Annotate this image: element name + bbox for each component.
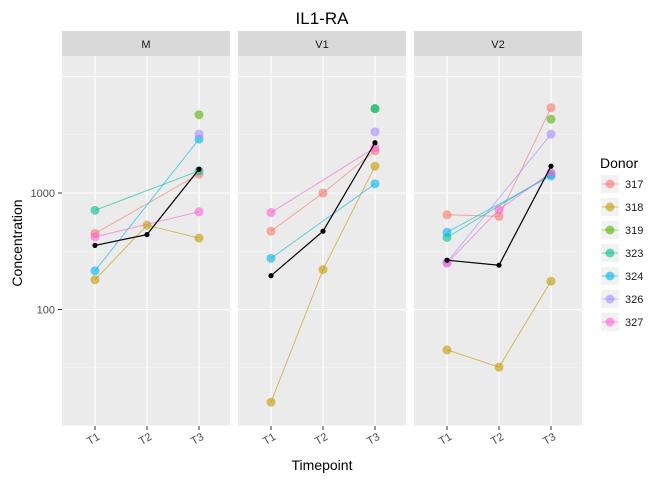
point-326 bbox=[370, 127, 380, 137]
series-line-326 bbox=[446, 133, 552, 263]
x-tick-label: T2 bbox=[489, 431, 506, 448]
point-324 bbox=[442, 227, 452, 237]
x-tick-label: T3 bbox=[541, 431, 558, 448]
y-tick-label: 100 bbox=[37, 305, 55, 317]
point-317 bbox=[318, 188, 328, 198]
point-324 bbox=[266, 253, 276, 263]
x-tick-label: T3 bbox=[365, 431, 382, 448]
legend-key-point bbox=[605, 179, 615, 189]
point-318 bbox=[194, 233, 204, 243]
mean-point bbox=[320, 228, 326, 234]
panel-strip-label: V2 bbox=[491, 39, 504, 51]
x-tick-label: T1 bbox=[437, 431, 454, 448]
point-317 bbox=[494, 211, 504, 221]
mean-point bbox=[444, 257, 450, 263]
legend-key-point bbox=[605, 271, 615, 281]
point-318 bbox=[90, 275, 100, 285]
point-327 bbox=[194, 207, 204, 217]
panels: M T1 T2 T3 V1 T1 T2 T3 V2 T1 T2 T3 bbox=[62, 31, 582, 448]
x-tick-label: T2 bbox=[137, 431, 154, 448]
chart-title: IL1-RA bbox=[296, 9, 350, 28]
point-327 bbox=[494, 205, 504, 215]
point-318 bbox=[442, 345, 452, 355]
point-319 bbox=[194, 110, 204, 120]
legend-label-317: 317 bbox=[625, 179, 643, 191]
panel-strip bbox=[238, 31, 406, 56]
legend: Donor 317 318 319 323 324 326 327 bbox=[600, 155, 643, 331]
point-318 bbox=[370, 161, 380, 171]
point-323 bbox=[370, 104, 380, 114]
y-tick-label: 1000 bbox=[31, 188, 55, 200]
legend-label-318: 318 bbox=[625, 202, 643, 214]
x-tick-label: T3 bbox=[189, 431, 206, 448]
panel-strip-label: M bbox=[141, 39, 150, 51]
panel-v2: V2 T1 T2 T3 bbox=[414, 31, 582, 448]
panel-strip bbox=[62, 31, 230, 56]
point-327 bbox=[90, 232, 100, 242]
point-319 bbox=[546, 114, 556, 124]
x-tick-label: T1 bbox=[261, 431, 278, 448]
legend-label-324: 324 bbox=[625, 271, 643, 283]
y-axis-label: Concentration bbox=[9, 199, 25, 286]
legend-key-point bbox=[605, 248, 615, 258]
x-tick-label: T1 bbox=[85, 431, 102, 448]
point-323 bbox=[90, 205, 100, 215]
legend-title: Donor bbox=[600, 155, 638, 171]
series-line-324 bbox=[94, 138, 200, 272]
legend-key-point bbox=[605, 317, 615, 327]
legend-key-point bbox=[605, 294, 615, 304]
mean-point bbox=[92, 242, 98, 249]
legend-label-327: 327 bbox=[625, 317, 643, 329]
legend-label-326: 326 bbox=[625, 294, 643, 306]
y-axis: 100 1000 bbox=[31, 188, 62, 317]
point-317 bbox=[546, 103, 556, 113]
point-317 bbox=[266, 226, 276, 236]
legend-key-point bbox=[605, 202, 615, 212]
point-326 bbox=[194, 129, 204, 139]
mean-point bbox=[196, 166, 202, 172]
panel-strip bbox=[414, 31, 582, 56]
point-318 bbox=[142, 220, 152, 230]
x-axis-label: Timepoint bbox=[292, 457, 353, 473]
mean-point bbox=[144, 231, 150, 238]
point-327 bbox=[266, 208, 276, 218]
panel-strip-label: V1 bbox=[315, 39, 328, 51]
point-318 bbox=[318, 265, 328, 275]
series-line-327 bbox=[270, 147, 376, 213]
legend-key-point bbox=[605, 225, 615, 235]
legend-label-323: 323 bbox=[625, 248, 643, 260]
series-line-317 bbox=[94, 173, 200, 234]
series-line-324 bbox=[270, 183, 376, 259]
panel-background bbox=[62, 56, 230, 426]
panel-background bbox=[238, 56, 406, 426]
point-318 bbox=[494, 362, 504, 372]
mean-point bbox=[496, 262, 502, 268]
panel-m: M T1 T2 T3 bbox=[62, 31, 230, 448]
mean-point bbox=[548, 163, 554, 169]
panel-v1: V1 T1 T2 T3 bbox=[238, 31, 406, 448]
legend-label-319: 319 bbox=[625, 225, 643, 237]
mean-point bbox=[268, 273, 274, 279]
point-324 bbox=[370, 179, 380, 189]
series-line-327 bbox=[94, 211, 200, 238]
point-326 bbox=[546, 129, 556, 139]
x-tick-label: T2 bbox=[313, 431, 330, 448]
mean-point bbox=[372, 140, 378, 146]
point-318 bbox=[266, 397, 276, 407]
point-317 bbox=[442, 210, 452, 220]
point-318 bbox=[546, 276, 556, 286]
point-324 bbox=[90, 266, 100, 276]
series-line-323 bbox=[94, 170, 200, 211]
